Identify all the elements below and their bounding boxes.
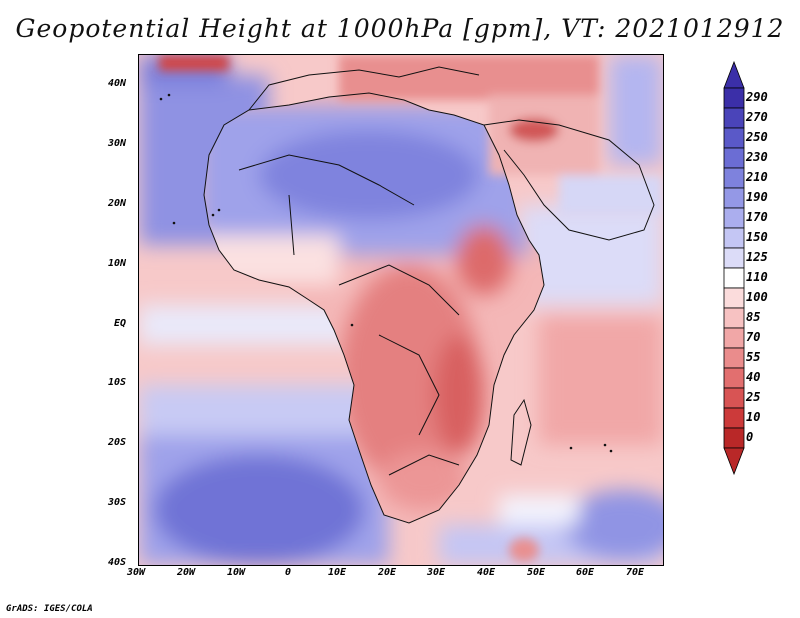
x-tick-50e: 50E [527, 567, 546, 578]
colorbar-label: 10 [746, 410, 761, 424]
y-tick-eq: EQ [114, 318, 127, 329]
colorbar-label: 290 [746, 90, 768, 104]
colorbar-swatch [723, 427, 745, 449]
colorbar-label: 230 [746, 150, 768, 164]
colorbar-label: 25 [746, 390, 761, 404]
y-tick-10s: 10S [108, 377, 127, 388]
colorbar-swatch [723, 347, 745, 369]
x-tick-0: 0 [285, 567, 292, 578]
y-tick-20s: 20S [108, 437, 127, 448]
x-tick-10w: 10W [227, 567, 246, 578]
grads-credit: GrADS: IGES/COLA [6, 604, 93, 614]
colorbar [723, 60, 745, 476]
colorbar-label: 150 [746, 230, 768, 244]
x-tick-20e: 20E [378, 567, 397, 578]
colorbar-swatch [723, 327, 745, 349]
colorbar-label: 110 [746, 270, 768, 284]
x-tick-30e: 30E [427, 567, 446, 578]
colorbar-swatch [723, 267, 745, 289]
x-tick-30w: 30W [127, 567, 146, 578]
y-tick-40s: 40S [108, 557, 127, 568]
map-plot [138, 54, 664, 566]
colorbar-swatch [723, 87, 745, 109]
colorbar-swatch [723, 127, 745, 149]
x-tick-40e: 40E [477, 567, 496, 578]
map-canvas [139, 55, 663, 565]
colorbar-swatch [723, 407, 745, 429]
colorbar-label: 0 [746, 430, 754, 444]
x-tick-60e: 60E [576, 567, 595, 578]
y-tick-20n: 20N [108, 198, 127, 209]
x-tick-10e: 10E [328, 567, 347, 578]
y-tick-30n: 30N [108, 138, 127, 149]
colorbar-top-arrow [723, 60, 745, 89]
coastlines [203, 66, 655, 524]
y-tick-40n: 40N [108, 78, 127, 89]
colorbar-label: 210 [746, 170, 768, 184]
colorbar-swatch [723, 307, 745, 329]
colorbar-label: 170 [746, 210, 768, 224]
colorbar-label: 70 [746, 330, 761, 344]
colorbar-swatch [723, 167, 745, 189]
colorbar-swatch [723, 227, 745, 249]
colorbar-label: 270 [746, 110, 768, 124]
colorbar-label: 125 [746, 250, 768, 264]
colorbar-label: 40 [746, 370, 761, 384]
colorbar-swatch [723, 207, 745, 229]
y-tick-30s: 30S [108, 497, 127, 508]
x-tick-70e: 70E [626, 567, 645, 578]
colorbar-swatch [723, 387, 745, 409]
colorbar-swatch [723, 247, 745, 269]
colorbar-swatch [723, 107, 745, 129]
colorbar-swatch [723, 287, 745, 309]
colorbar-label: 190 [746, 190, 768, 204]
map-title: Geopotential Height at 1000hPa [gpm], VT… [15, 14, 785, 43]
colorbar-swatch [723, 147, 745, 169]
x-tick-20w: 20W [177, 567, 196, 578]
colorbar-label: 100 [746, 290, 768, 304]
colorbar-label: 85 [746, 310, 761, 324]
y-tick-10n: 10N [108, 258, 127, 269]
colorbar-label: 250 [746, 130, 768, 144]
colorbar-label: 55 [746, 350, 761, 364]
colorbar-swatch [723, 367, 745, 389]
colorbar-bottom-arrow [723, 447, 745, 476]
colorbar-swatch [723, 187, 745, 209]
